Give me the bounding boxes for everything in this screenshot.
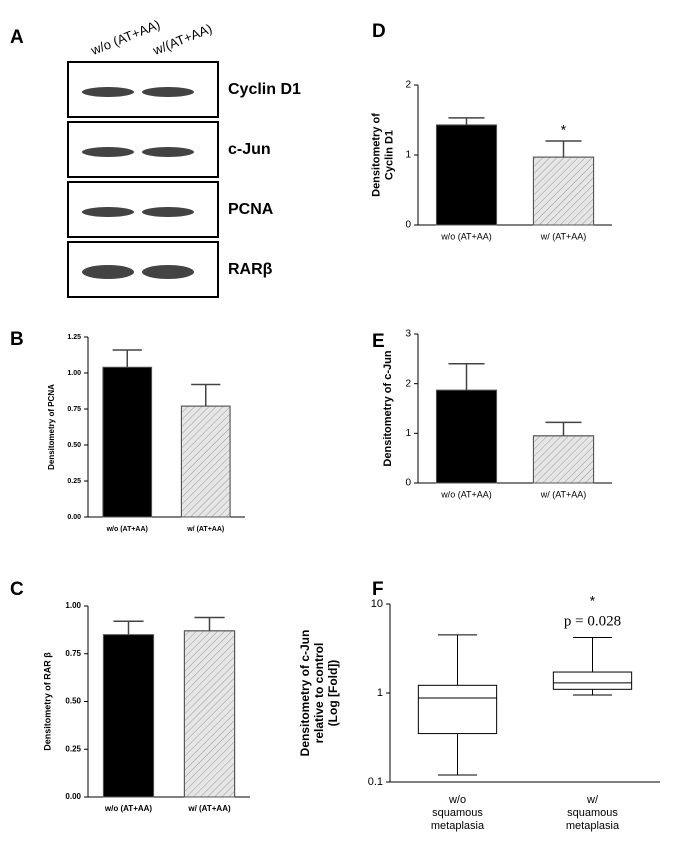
y-tick-label: 0.00	[67, 514, 81, 521]
y-tick-label: 0.75	[65, 649, 81, 658]
bar	[435, 389, 498, 484]
error-bar	[194, 616, 225, 631]
y-tick-label: 0.1	[368, 776, 383, 788]
panel-label: C	[10, 579, 24, 600]
x-tick-label: squamous	[567, 807, 618, 819]
panel-label: B	[10, 329, 24, 350]
whisker	[437, 733, 478, 776]
y-tick-label: 1	[377, 687, 383, 699]
annotation: *	[561, 122, 567, 138]
y-tick-label: 1	[405, 428, 411, 439]
y-tick-label: 1.00	[65, 601, 81, 610]
box	[552, 671, 633, 690]
x-tick-label: w/ (AT+AA)	[186, 526, 224, 533]
panel-label: F	[372, 579, 384, 600]
x-tick-label: w/o (AT+AA)	[440, 489, 492, 499]
box	[417, 684, 498, 735]
y-axis-label: Densitometry of c-Jun	[298, 630, 312, 757]
y-tick-label: 0.25	[67, 478, 81, 485]
band	[142, 147, 194, 157]
protein-label: RARβ	[228, 261, 273, 278]
y-tick-label: 10	[371, 598, 383, 610]
x-tick-label: w/o (AT+AA)	[440, 231, 492, 241]
error-bar	[112, 349, 142, 368]
band	[142, 265, 194, 279]
lane-label: w/o (AT+AA)	[88, 17, 162, 59]
y-tick-label: 1.00	[67, 370, 81, 377]
band	[82, 265, 134, 279]
chart: C Densitometry of RAR β 0.00 0.25 0.50 0.75 1.…	[10, 579, 250, 813]
x-tick-label: w/o	[448, 794, 466, 806]
protein-label: Cyclin D1	[228, 81, 301, 98]
x-tick-label: squamous	[432, 807, 483, 819]
x-tick-label: w/o (AT+AA)	[106, 526, 148, 533]
annotation: p = 0.028	[564, 613, 621, 629]
panel-label: D	[372, 21, 386, 42]
bar	[435, 124, 498, 226]
x-tick-label: metaplasia	[566, 820, 620, 832]
whisker	[572, 689, 613, 696]
y-axis-label: relative to control	[312, 643, 326, 744]
y-axis-label: Cyclin D1	[383, 130, 395, 180]
y-tick-label: 2	[405, 80, 411, 91]
y-axis-label: Densitometry of PCNA	[47, 384, 56, 470]
panel-label: A	[10, 27, 24, 48]
y-tick-label: 0	[405, 220, 411, 231]
y-axis-label: Densitometry of RAR β	[42, 652, 52, 751]
band	[82, 147, 134, 157]
error-bar	[191, 383, 221, 407]
y-tick-label: 1	[405, 150, 411, 161]
y-tick-label: 0	[405, 478, 411, 489]
y-tick-label: 0.50	[67, 442, 81, 449]
chart: B Densitometry of PCNA 0.00 0.25 0.50 0.75 1.0…	[10, 329, 245, 533]
x-tick-label: w/ (AT+AA)	[187, 804, 231, 813]
x-tick-label: metaplasia	[431, 820, 485, 832]
panel-label: E	[372, 331, 385, 352]
x-tick-label: w/	[586, 794, 599, 806]
y-tick-label: 1.25	[67, 334, 81, 341]
error-bar	[545, 140, 582, 158]
bar	[102, 366, 153, 518]
hatch	[532, 435, 595, 484]
hatch	[180, 405, 231, 518]
x-tick-label: w/ (AT+AA)	[540, 489, 587, 499]
y-tick-label: 0.00	[65, 792, 81, 801]
error-bar	[113, 620, 144, 635]
y-tick-label: 0.50	[65, 697, 81, 706]
annotation: *	[590, 593, 596, 609]
hatch	[183, 630, 236, 798]
y-tick-label: 3	[405, 329, 411, 340]
x-tick-label: w/ (AT+AA)	[540, 231, 587, 241]
y-axis-label: (Log [Fold])	[326, 660, 340, 727]
y-tick-label: 0.75	[67, 406, 81, 413]
band	[82, 87, 134, 97]
y-axis-label: Densitometry of	[370, 113, 382, 197]
chart: F Densitometry of c-Jun relative to contro…	[298, 579, 660, 832]
bar	[102, 634, 155, 798]
x-tick-label: w/o (AT+AA)	[104, 804, 153, 813]
whisker	[572, 637, 613, 673]
band	[142, 87, 194, 97]
protein-label: PCNA	[228, 201, 274, 218]
y-axis-label: Densitometry of c-Jun	[382, 350, 394, 466]
error-bar	[448, 117, 485, 125]
band	[82, 207, 134, 217]
whisker	[437, 634, 478, 686]
chart: D Densitometry of Cyclin D1 0 1 2 w/o (AT+AA) w…	[370, 21, 612, 241]
y-tick-label: 2	[405, 378, 411, 389]
protein-label: c-Jun	[228, 141, 271, 158]
error-bar	[545, 421, 582, 436]
hatch	[532, 156, 595, 226]
y-tick-label: 0.25	[65, 744, 81, 753]
band	[142, 207, 194, 217]
error-bar	[448, 363, 485, 391]
